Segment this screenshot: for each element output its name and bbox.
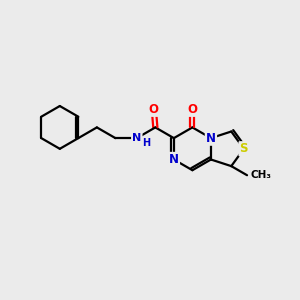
Text: O: O — [188, 103, 197, 116]
Text: CH₃: CH₃ — [250, 170, 272, 180]
Text: O: O — [149, 103, 159, 116]
Text: N: N — [206, 132, 216, 145]
Text: S: S — [240, 142, 248, 155]
Text: N: N — [169, 153, 179, 166]
Text: H: H — [142, 139, 150, 148]
Text: N: N — [132, 133, 141, 143]
